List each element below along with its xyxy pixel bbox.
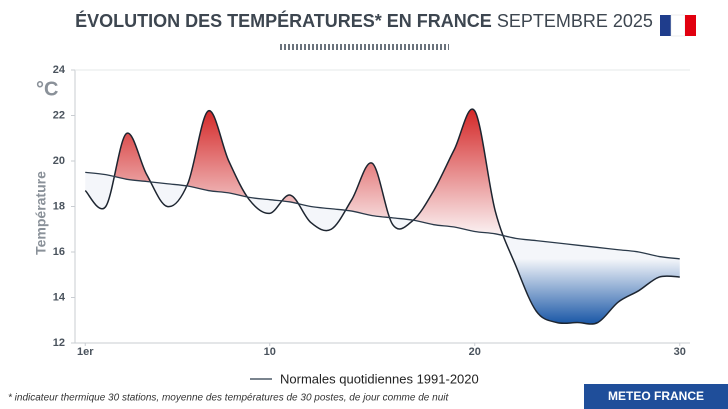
brand-badge — [584, 384, 728, 409]
x-tick-label: 30 — [674, 346, 686, 358]
y-tick-label: 16 — [53, 246, 65, 258]
x-tick-label: 10 — [264, 346, 276, 358]
temperature-line — [84, 108, 680, 325]
brand: METEO FRANCE — [608, 389, 704, 403]
y-tick-label: 20 — [53, 155, 65, 167]
y-axis-label: Température — [33, 171, 49, 255]
y-tick-label: 22 — [53, 109, 65, 121]
unit-label: °C — [36, 78, 58, 100]
title-suffix: SEPTEMBRE 2025 — [497, 11, 653, 31]
y-tick-label: 14 — [53, 291, 66, 303]
chart-title: ÉVOLUTION DES TEMPÉRATURES* EN FRANCE SE… — [75, 10, 653, 31]
y-tick-label: 12 — [53, 337, 65, 349]
footnote: * indicateur thermique 30 stations, moye… — [8, 393, 449, 404]
x-tick-label: 20 — [469, 346, 481, 358]
x-tick-label: 1er — [77, 346, 94, 358]
y-tick-label: 18 — [53, 200, 65, 212]
normal-line — [85, 171, 680, 260]
logo — [660, 14, 696, 37]
y-tick-label: 24 — [53, 64, 66, 76]
legend-label: Normales quotidiennes 1991-2020 — [280, 371, 479, 386]
title-main: ÉVOLUTION DES TEMPÉRATURES* EN FRANCE — [75, 10, 492, 31]
title-separator — [279, 44, 449, 50]
